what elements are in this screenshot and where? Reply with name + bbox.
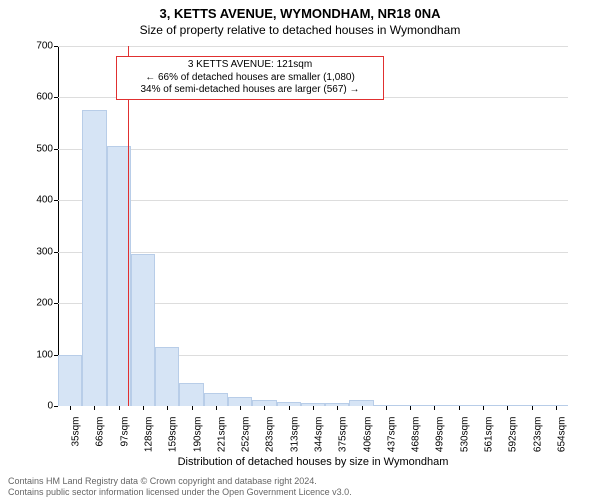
histogram-bar — [179, 383, 203, 406]
histogram-bar — [228, 397, 252, 406]
x-tick-label: 623sqm — [530, 417, 543, 453]
x-tick-mark — [167, 406, 168, 410]
x-tick-label: 406sqm — [360, 417, 373, 453]
histogram-bar — [82, 110, 106, 406]
x-tick-label: 375sqm — [336, 417, 349, 453]
chart-container: 3, KETTS AVENUE, WYMONDHAM, NR18 0NA Siz… — [0, 0, 600, 500]
gridline — [58, 200, 568, 201]
y-tick-mark — [54, 46, 58, 47]
plot-area: 010020030040050060070035sqm66sqm97sqm128… — [58, 46, 568, 406]
annotation-box: 3 KETTS AVENUE: 121sqm← 66% of detached … — [116, 56, 384, 100]
y-tick-mark — [54, 252, 58, 253]
x-tick-mark — [289, 406, 290, 410]
footer-line-1: Contains HM Land Registry data © Crown c… — [8, 476, 352, 487]
x-tick-mark — [337, 406, 338, 410]
x-tick-label: 654sqm — [554, 417, 567, 453]
gridline — [58, 46, 568, 47]
histogram-bar — [131, 254, 155, 406]
x-tick-mark — [483, 406, 484, 410]
y-tick-mark — [54, 303, 58, 304]
x-tick-label: 561sqm — [482, 417, 495, 453]
x-tick-label: 468sqm — [409, 417, 422, 453]
attribution-footer: Contains HM Land Registry data © Crown c… — [8, 476, 352, 498]
address-title: 3, KETTS AVENUE, WYMONDHAM, NR18 0NA — [0, 0, 600, 21]
x-tick-mark — [507, 406, 508, 410]
x-tick-mark — [434, 406, 435, 410]
x-axis-label: Distribution of detached houses by size … — [58, 456, 568, 468]
annotation-line: 34% of semi-detached houses are larger (… — [121, 84, 379, 97]
gridline — [58, 149, 568, 150]
x-tick-mark — [143, 406, 144, 410]
x-tick-label: 530sqm — [457, 417, 470, 453]
x-tick-label: 313sqm — [287, 417, 300, 453]
x-tick-mark — [459, 406, 460, 410]
x-tick-mark — [94, 406, 95, 410]
annotation-line: 3 KETTS AVENUE: 121sqm — [121, 59, 379, 72]
chart-subtitle: Size of property relative to detached ho… — [0, 21, 600, 39]
x-tick-mark — [532, 406, 533, 410]
x-tick-mark — [216, 406, 217, 410]
gridline — [58, 252, 568, 253]
y-tick-mark — [54, 97, 58, 98]
x-tick-label: 437sqm — [384, 417, 397, 453]
x-tick-label: 283sqm — [263, 417, 276, 453]
x-tick-label: 159sqm — [166, 417, 179, 453]
x-tick-mark — [410, 406, 411, 410]
x-tick-label: 190sqm — [190, 417, 203, 453]
y-tick-mark — [54, 200, 58, 201]
x-tick-label: 221sqm — [214, 417, 227, 453]
x-tick-label: 66sqm — [93, 417, 106, 447]
x-tick-mark — [362, 406, 363, 410]
x-tick-label: 252sqm — [239, 417, 252, 453]
footer-line-2: Contains public sector information licen… — [8, 487, 352, 498]
x-tick-mark — [119, 406, 120, 410]
x-tick-label: 592sqm — [506, 417, 519, 453]
histogram-bar — [58, 355, 82, 406]
reference-line — [128, 46, 129, 406]
x-tick-mark — [386, 406, 387, 410]
x-tick-label: 128sqm — [142, 417, 155, 453]
y-tick-mark — [54, 406, 58, 407]
x-tick-mark — [264, 406, 265, 410]
x-tick-label: 344sqm — [312, 417, 325, 453]
x-tick-mark — [70, 406, 71, 410]
x-tick-mark — [192, 406, 193, 410]
histogram-bar — [107, 146, 131, 406]
x-tick-mark — [556, 406, 557, 410]
y-tick-mark — [54, 149, 58, 150]
x-tick-mark — [313, 406, 314, 410]
x-tick-label: 35sqm — [69, 417, 82, 447]
x-tick-label: 97sqm — [117, 417, 130, 447]
histogram-bar — [204, 393, 228, 406]
x-tick-label: 499sqm — [433, 417, 446, 453]
histogram-bar — [155, 347, 179, 406]
x-tick-mark — [240, 406, 241, 410]
annotation-line: ← 66% of detached houses are smaller (1,… — [121, 72, 379, 85]
